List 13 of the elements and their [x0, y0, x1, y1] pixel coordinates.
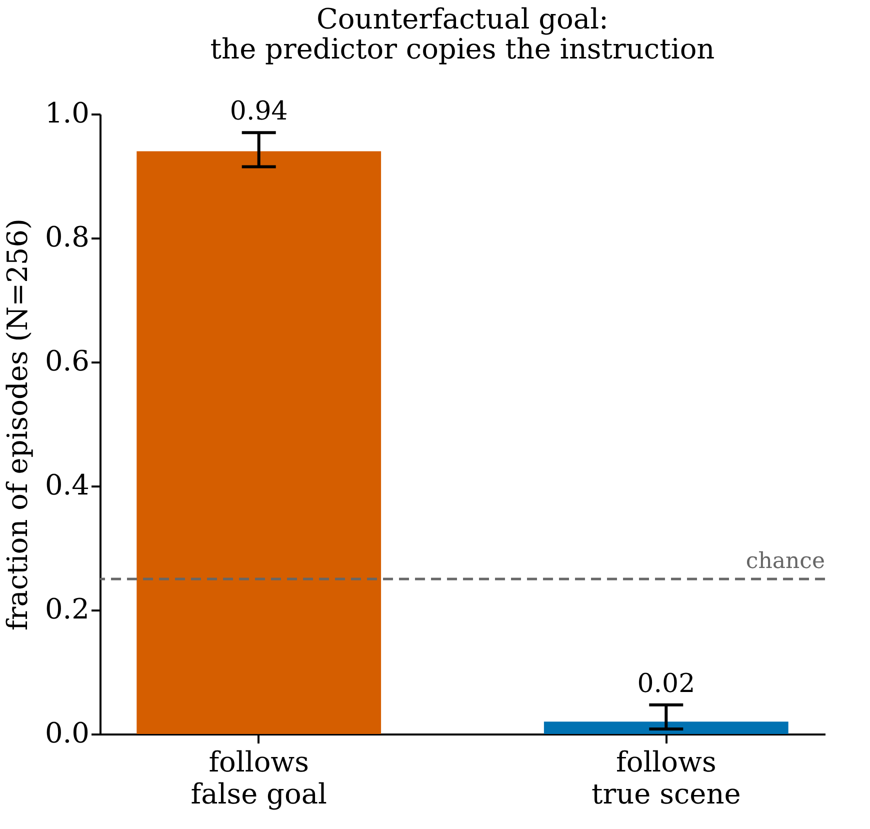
y-axis-title: fraction of episodes (N=256) — [0, 218, 34, 630]
data-label: 0.02 — [637, 668, 696, 699]
y-tick-label: 0.2 — [44, 592, 90, 626]
y-tick-label: 1.0 — [44, 96, 90, 130]
data-label: 0.94 — [230, 96, 288, 127]
y-tick-label: 0.0 — [44, 716, 90, 750]
y-tick-label: 0.8 — [44, 220, 90, 254]
y-tick-label: 0.4 — [44, 468, 90, 502]
y-tick-label: 0.6 — [44, 344, 90, 378]
x-tick-label: follows true scene — [591, 746, 741, 810]
x-tick-label: follows false goal — [190, 746, 328, 810]
chart-title: Counterfactual goal: the predictor copies the instruction — [210, 2, 715, 66]
ref-line-label: chance — [746, 549, 825, 574]
